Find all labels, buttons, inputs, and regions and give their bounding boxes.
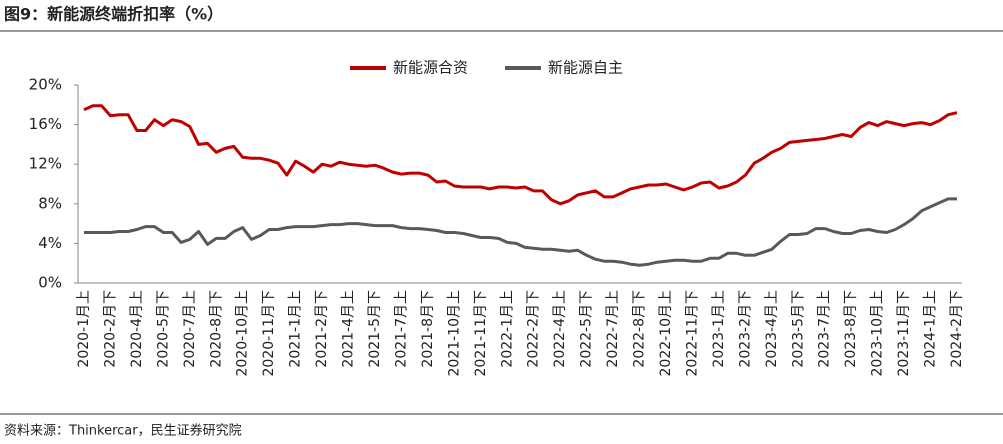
x-tick-label: 2021-11月下: [473, 290, 489, 377]
x-tick-label: 2020-2月下: [102, 290, 118, 368]
legend-label: 新能源自主: [548, 59, 623, 77]
x-tick-label: 2020-7月上: [182, 290, 198, 368]
x-tick-label: 2021-2月下: [314, 290, 330, 368]
y-tick-label: 12%: [29, 155, 62, 173]
x-tick-label: 2024-1月上: [923, 290, 939, 368]
x-tick-label: 2020-10月上: [235, 290, 251, 377]
y-tick-label: 4%: [38, 234, 62, 252]
x-tick-label: 2023-2月下: [737, 290, 753, 368]
series-line: [84, 197, 957, 267]
x-tick-label: 2022-2月下: [526, 290, 542, 368]
y-tick-label: 0%: [38, 274, 62, 292]
x-tick-label: 2021-5月下: [367, 290, 383, 368]
x-tick-label: 2022-5月下: [579, 290, 595, 368]
source-note: 资料来源：Thinkercar，民生证券研究院: [4, 423, 242, 439]
x-tick-label: 2023-11月下: [896, 290, 912, 377]
y-tick-label: 16%: [29, 115, 62, 133]
x-tick-label: 2020-4月上: [129, 290, 145, 368]
legend-label: 新能源合资: [393, 59, 468, 77]
x-tick-label: 2021-8月下: [420, 290, 436, 368]
x-tick-label: 2020-11月下: [261, 290, 277, 377]
x-tick-label: 2023-10月上: [870, 290, 886, 377]
series-line: [83, 104, 958, 206]
x-tick-label: 2021-10月上: [446, 290, 462, 377]
x-tick-label: 2021-7月上: [393, 290, 409, 368]
x-tick-label: 2023-4月上: [764, 290, 780, 368]
x-tick-label: 2023-1月上: [711, 290, 727, 368]
x-tick-label: 2022-11月下: [684, 290, 700, 377]
chart-title: 图9：新能源终端折扣率（%）: [4, 5, 223, 24]
x-tick-label: 2021-1月上: [288, 290, 304, 368]
x-tick-label: 2020-5月下: [155, 290, 171, 368]
x-tick-label: 2022-4月上: [552, 290, 568, 368]
x-tick-label: 2023-8月下: [843, 290, 859, 368]
x-tick-label: 2023-5月下: [790, 290, 806, 368]
x-tick-label: 2022-7月上: [605, 290, 621, 368]
x-tick-label: 2023-7月上: [817, 290, 833, 368]
x-tick-label: 2020-1月上: [76, 290, 92, 368]
x-tick-label: 2020-8月下: [208, 290, 224, 368]
x-tick-label: 2022-8月下: [632, 290, 648, 368]
x-tick-label: 2022-10月上: [658, 290, 674, 377]
y-tick-label: 8%: [38, 194, 62, 212]
y-tick-label: 20%: [29, 76, 62, 94]
x-tick-label: 2022-1月上: [499, 290, 515, 368]
x-tick-label: 2021-4月上: [341, 290, 357, 368]
x-tick-label: 2024-2月下: [949, 290, 965, 368]
